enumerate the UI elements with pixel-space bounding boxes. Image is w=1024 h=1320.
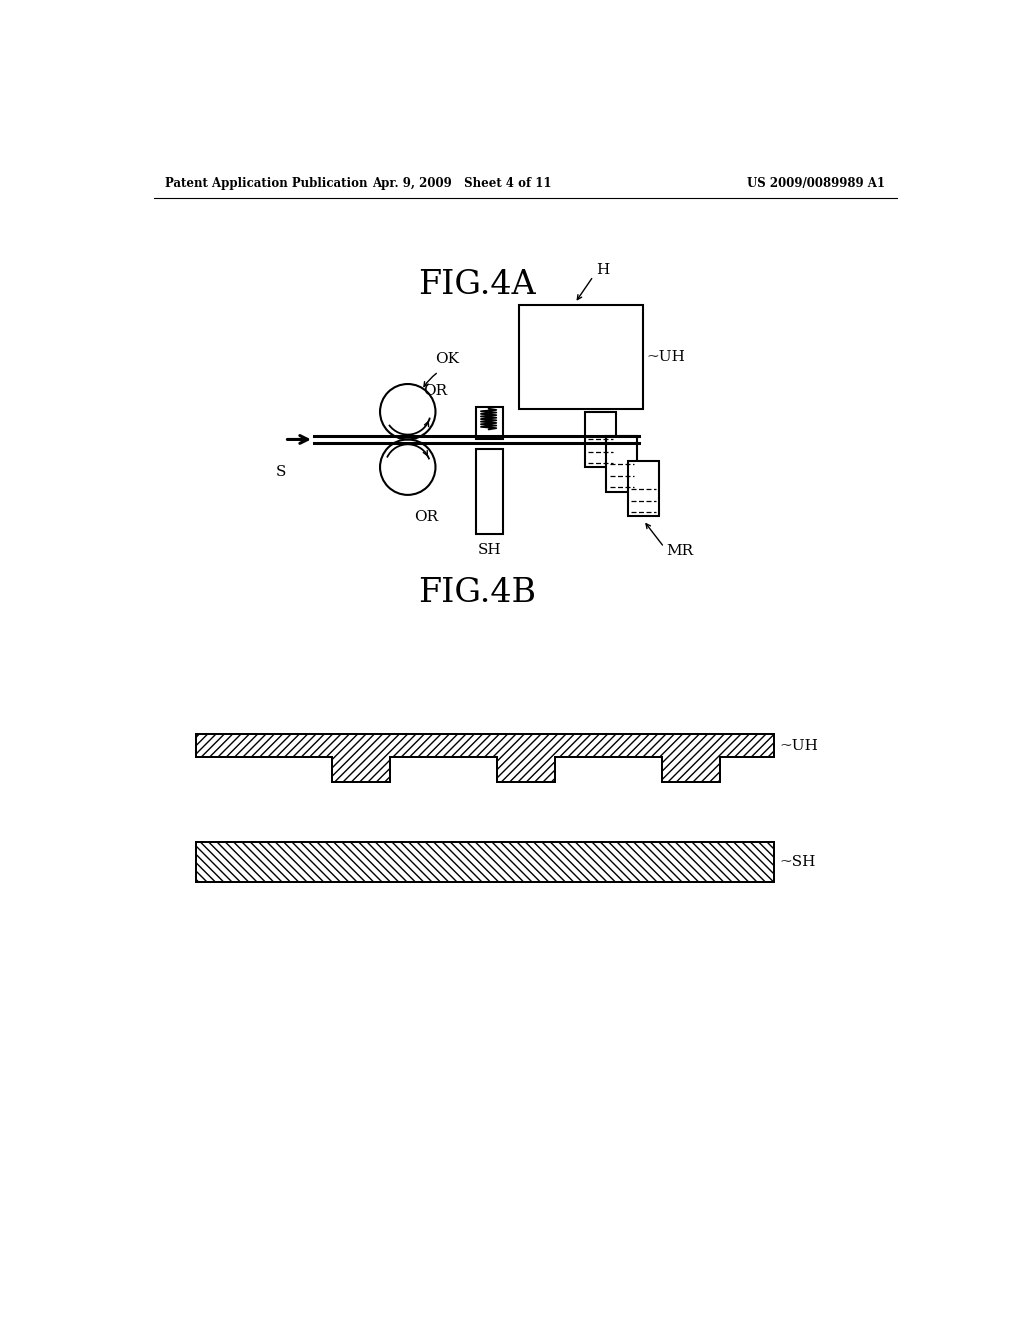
Text: OR: OR <box>414 510 438 524</box>
Text: FIG.4B: FIG.4B <box>418 577 536 610</box>
Text: Patent Application Publication: Patent Application Publication <box>165 177 368 190</box>
Text: ~UH: ~UH <box>779 739 818 752</box>
Bar <box>585 412 615 467</box>
Text: FIG.4A: FIG.4A <box>418 269 536 301</box>
Text: US 2009/0089989 A1: US 2009/0089989 A1 <box>746 177 885 190</box>
Polygon shape <box>196 734 773 781</box>
Text: OR: OR <box>423 384 447 397</box>
Text: ~UH: ~UH <box>646 350 685 364</box>
Text: MR: MR <box>667 544 693 558</box>
Bar <box>628 461 658 516</box>
Text: SH: SH <box>477 543 501 557</box>
Bar <box>606 437 637 492</box>
Bar <box>519 305 643 409</box>
Text: S: S <box>275 465 286 479</box>
Text: ~SH: ~SH <box>779 855 816 869</box>
Bar <box>475 449 503 533</box>
Text: Apr. 9, 2009   Sheet 4 of 11: Apr. 9, 2009 Sheet 4 of 11 <box>372 177 551 190</box>
Polygon shape <box>196 842 773 882</box>
Bar <box>475 407 503 440</box>
Text: OK: OK <box>435 351 459 366</box>
Text: H: H <box>596 263 609 277</box>
